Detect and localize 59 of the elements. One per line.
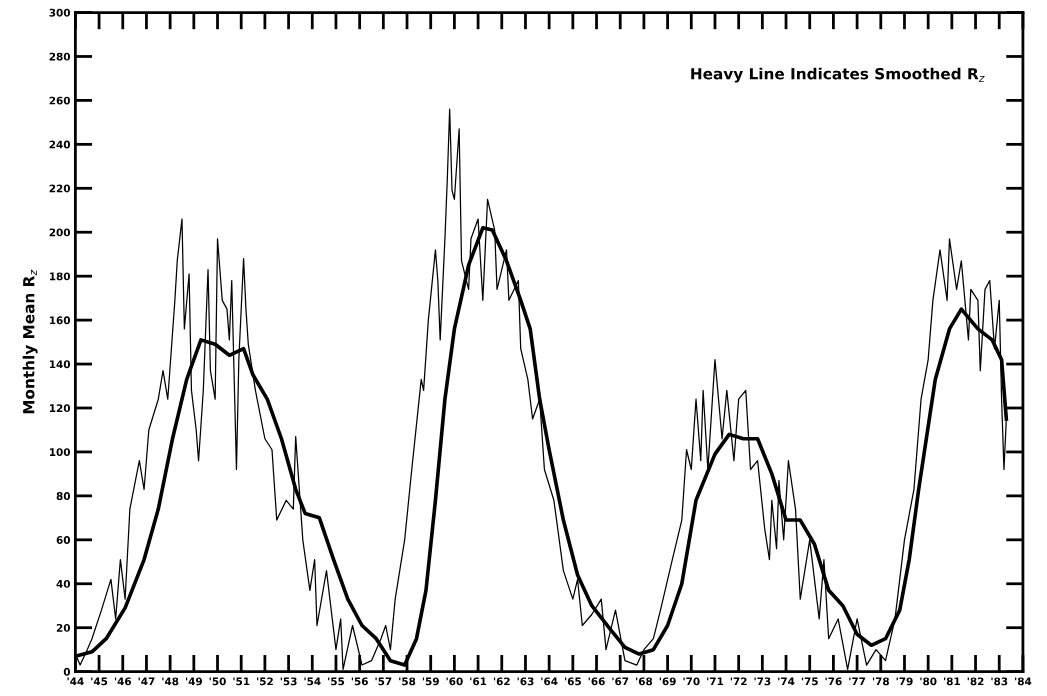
y-tick-label: 20	[56, 623, 71, 632]
x-tick-label: '48	[162, 677, 179, 686]
x-tick-label: '65	[564, 677, 581, 686]
x-tick-label: '50	[209, 677, 226, 686]
x-tick-label: '47	[138, 677, 155, 686]
x-tick-label: '80	[920, 677, 937, 686]
x-tick-label: '53	[280, 677, 297, 686]
x-tick-label: '44	[67, 677, 84, 686]
x-tick-label: '74	[778, 677, 795, 686]
x-tick-label: '49	[185, 677, 202, 686]
x-tick-label: '67	[612, 677, 629, 686]
x-tick-label: '81	[944, 677, 960, 686]
x-tick-label: '54	[304, 677, 321, 686]
y-tick-label: 40	[56, 579, 71, 588]
x-tick-label: '82	[967, 677, 984, 686]
x-tick-label: '45	[91, 677, 108, 686]
x-tick-label: '72	[730, 677, 747, 686]
x-tick-label: '57	[375, 677, 392, 686]
y-tick-label: 300	[49, 8, 71, 17]
x-tick-label: '46	[114, 677, 132, 686]
y-tick-label: 60	[56, 536, 71, 544]
x-tick-label: '51	[233, 677, 250, 686]
y-tick-label: 140	[49, 360, 71, 369]
x-tick-label: '55	[328, 677, 345, 686]
x-tick-label: '52	[257, 677, 273, 686]
y-tick-label: 200	[49, 228, 71, 237]
y-tick-label: 120	[49, 404, 71, 413]
y-tick-label: 0	[63, 667, 71, 676]
y-tick-label: 180	[49, 272, 71, 281]
x-tick-label: '58	[399, 677, 416, 686]
x-tick-label: '66	[588, 677, 605, 686]
x-tick-label: '60	[446, 677, 463, 686]
x-tick-label: '73	[754, 677, 771, 686]
x-tick-label: '64	[541, 677, 558, 686]
x-tick-label: '83	[991, 677, 1008, 686]
y-tick-label: 240	[49, 140, 71, 149]
y-axis-title: Monthly Mean R$_{z}$	[22, 269, 38, 414]
x-tick-label: '76	[825, 677, 842, 686]
y-tick-label: 100	[49, 448, 71, 457]
y-tick-label: 280	[49, 52, 71, 61]
y-tick-label: 80	[56, 492, 71, 500]
x-tick-label: '69	[659, 677, 676, 686]
x-tick-label: '63	[517, 677, 534, 686]
x-tick-label: '84	[1015, 677, 1032, 686]
x-tick-label: '75	[801, 677, 818, 686]
x-tick-label: '78	[872, 677, 889, 686]
x-tick-label: '61	[470, 677, 487, 686]
x-tick-label: '79	[896, 677, 913, 686]
y-tick-label: 260	[49, 96, 71, 105]
x-tick-label: '62	[493, 677, 510, 686]
y-tick-label: 220	[49, 184, 71, 193]
x-tick-label: '70	[683, 677, 700, 686]
x-tick-label: '68	[636, 677, 653, 686]
x-tick-label: '71	[707, 677, 724, 686]
y-tick-label: 160	[49, 316, 71, 325]
x-tick-label: '77	[849, 677, 866, 686]
x-tick-label: '59	[422, 677, 439, 686]
x-tick-label: '56	[351, 677, 368, 686]
annotation: Heavy Line Indicates Smoothed R$_{z}$	[691, 67, 985, 83]
